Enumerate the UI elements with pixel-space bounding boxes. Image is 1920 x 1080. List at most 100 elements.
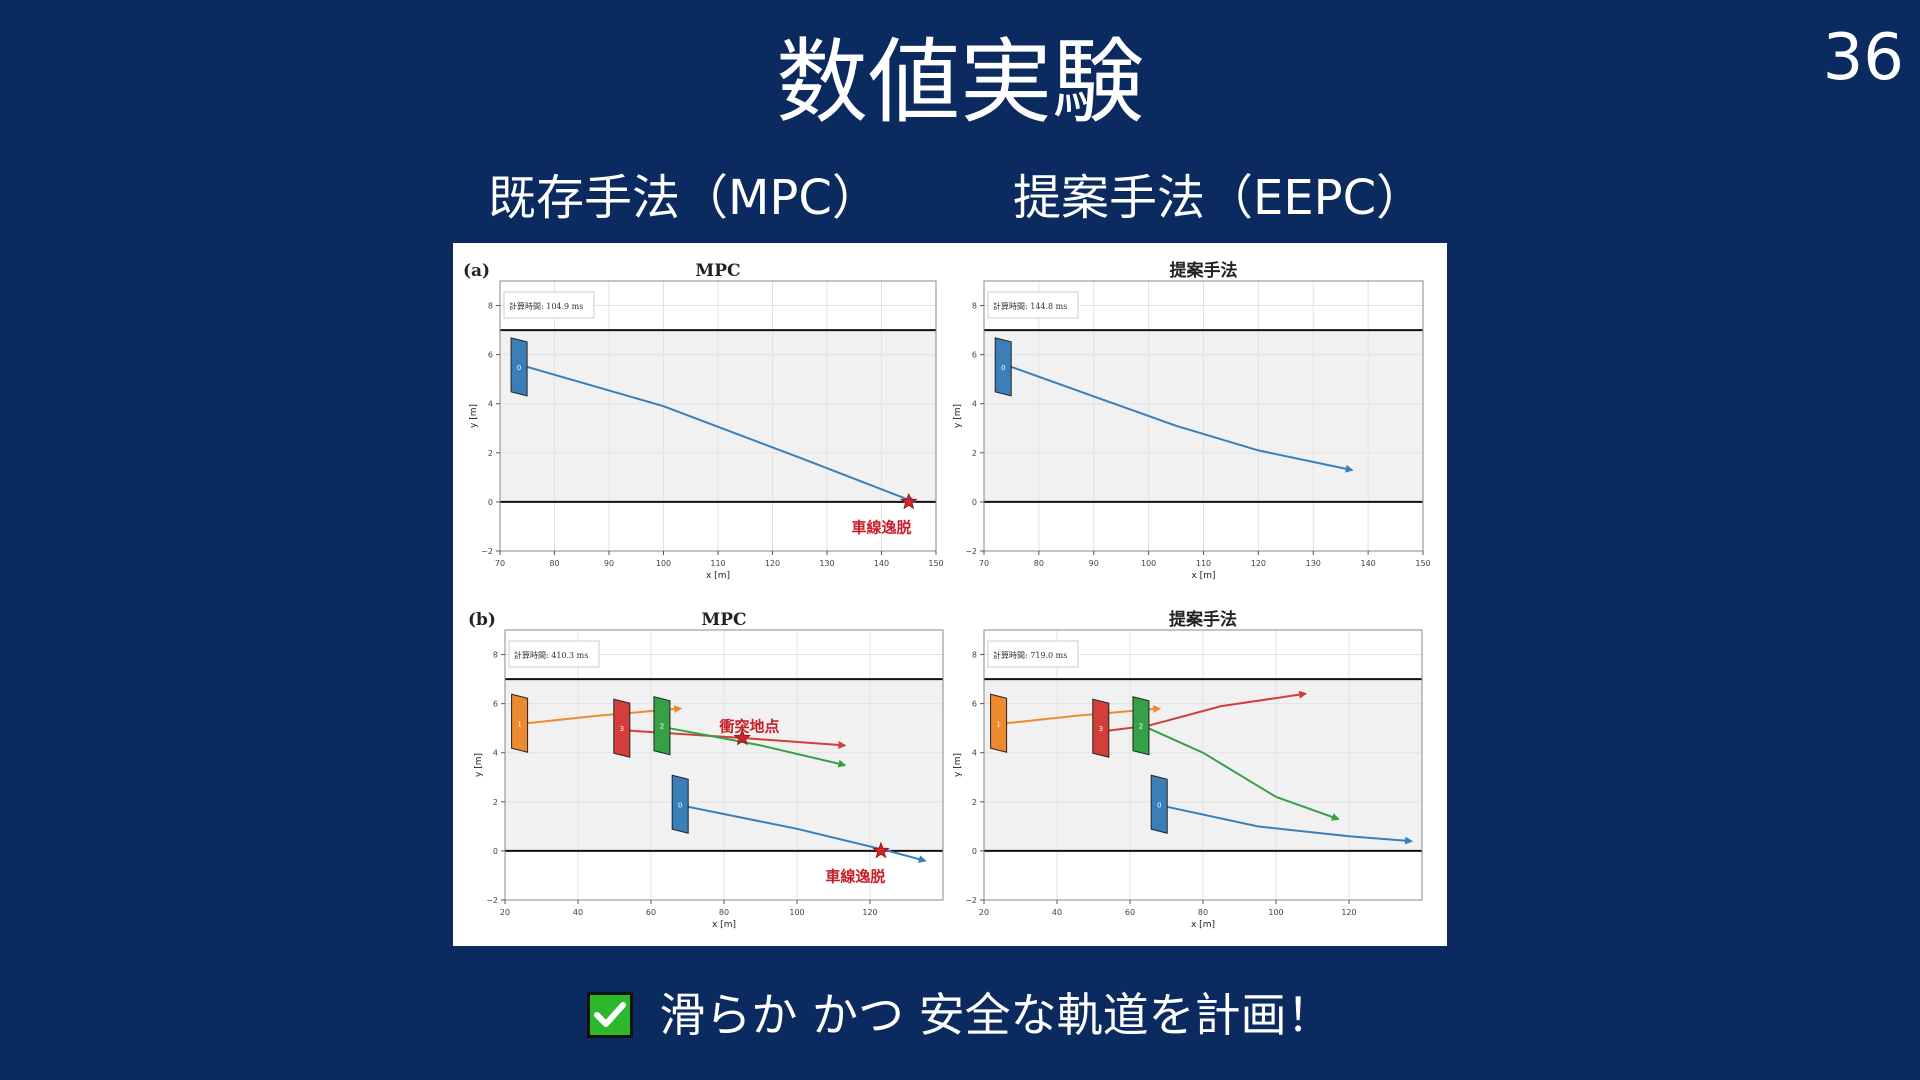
vehicle-0 [671,774,689,834]
y-tick-label: 8 [972,651,977,660]
vehicle-id-label: 0 [1157,801,1161,809]
event-star-marker [900,492,918,510]
vehicle-1 [990,693,1008,753]
x-tick-label: 150 [1415,559,1430,568]
timing-box [508,640,600,668]
panel-row-label: (b) [468,610,496,630]
y-tick-label: 2 [488,449,493,458]
panel-title: 提案手法 [1170,260,1238,281]
y-tick-label: 4 [972,749,977,758]
event-star-marker [733,728,751,746]
vehicle-id-label: 2 [660,723,664,731]
panel-title: 提案手法 [1169,609,1237,630]
x-tick-label: 70 [979,559,989,568]
timing-box [503,291,595,319]
y-tick-label: −2 [965,547,977,556]
y-tick-label: 4 [493,749,498,758]
x-tick-label: 140 [1360,559,1375,568]
experiment-figure: 70 80 90 100 110 120 130 140 150 −2 0 2 4 6 8 x [m] y [m… [453,243,1447,946]
y-tick-label: 2 [972,798,977,807]
trajectory-series-4 [687,805,927,864]
y-axis-label: y [m] [953,404,963,428]
y-tick-label: −2 [486,896,498,905]
timing-text: 計算時間: 719.0 ms [993,650,1067,660]
y-tick-label: 8 [972,302,977,311]
trajectory-series-1 [526,705,683,725]
conclusion-text: 滑らか かつ 安全な軌道を計画！ [659,988,1333,1042]
vehicle-id-label: 3 [620,725,624,733]
y-tick-label: 0 [972,498,977,507]
x-tick-label: 120 [1341,908,1356,917]
x-axis-label: x [m] [1192,571,1216,581]
x-axis-label: x [m] [712,920,736,930]
x-tick-label: 80 [549,559,559,568]
y-axis-label: y [m] [469,404,479,428]
vehicle-id-label: 0 [1001,364,1005,372]
event-label: 車線逸脱 [825,867,885,885]
y-tick-label: −2 [481,547,493,556]
y-tick-label: 2 [972,449,977,458]
x-tick-label: 90 [604,559,614,568]
vehicle-id-label: 1 [996,720,1000,728]
trajectory-series-3 [1147,727,1340,821]
x-tick-label: 90 [1089,559,1099,568]
y-axis-label: y [m] [953,753,963,777]
y-tick-label: 6 [972,700,977,709]
vehicle-3 [1092,698,1110,758]
slide-title: 数値実験 [775,29,1144,136]
y-tick-label: 0 [488,498,493,507]
y-tick-label: 8 [488,302,493,311]
y-tick-label: 6 [488,351,493,360]
x-tick-label: 150 [928,559,943,568]
check-mark-icon [587,992,634,1038]
chart-panel-1: 70 80 90 100 110 120 130 140 150 −2 0 2 4 6 8 x [m] y [m… [463,261,944,581]
x-tick-label: 100 [1141,559,1156,568]
y-tick-label: 6 [493,700,498,709]
y-tick-label: 0 [972,847,977,856]
vehicle-3 [613,698,631,758]
x-tick-label: 120 [765,559,780,568]
x-tick-label: 100 [656,559,671,568]
x-tick-label: 60 [1125,908,1135,917]
x-axis-label: x [m] [706,571,730,581]
x-tick-label: 20 [979,908,989,917]
trajectory-series-2 [1107,690,1308,732]
y-tick-label: 8 [493,651,498,660]
y-axis-label: y [m] [474,753,484,777]
subtitle-proposed-method: 提案手法（EEPC） [1013,170,1425,226]
x-tick-label: 60 [646,908,656,917]
event-label: 衝突地点 [719,718,780,736]
x-tick-label: 130 [819,559,834,568]
trajectory-series-1 [1011,365,1354,473]
x-tick-label: 100 [1268,908,1283,917]
x-tick-label: 70 [495,559,505,568]
x-tick-label: 100 [789,908,804,917]
x-tick-label: 130 [1306,559,1321,568]
timing-text: 計算時間: 144.8 ms [993,301,1067,311]
vehicle-id-label: 0 [678,801,682,809]
y-tick-label: −2 [965,896,977,905]
y-tick-label: 0 [493,847,498,856]
x-axis-label: x [m] [1191,920,1215,930]
vehicle-0 [1150,774,1168,834]
chart-panel-2: 70 80 90 100 110 120 130 140 150 −2 0 2 4 6 8 x [m] y [m… [953,260,1431,581]
vehicle-2 [1132,696,1150,756]
subtitle-existing-method: 既存手法（MPC） [488,170,880,226]
trajectory-series-3 [669,727,847,768]
vehicle-1 [511,693,529,753]
x-tick-label: 80 [719,908,729,917]
y-tick-label: 4 [488,400,493,409]
event-label: 車線逸脱 [851,518,911,536]
panel-title: MPC [695,261,740,281]
y-tick-label: 4 [972,400,977,409]
vehicle-id-label: 3 [1099,725,1103,733]
x-tick-label: 40 [1052,908,1062,917]
timing-text: 計算時間: 410.3 ms [514,650,588,660]
timing-box [987,291,1079,319]
vehicle-id-label: 2 [1139,723,1143,731]
x-tick-label: 120 [862,908,877,917]
vehicle-id-label: 0 [517,364,521,372]
vehicle-2 [653,696,671,756]
